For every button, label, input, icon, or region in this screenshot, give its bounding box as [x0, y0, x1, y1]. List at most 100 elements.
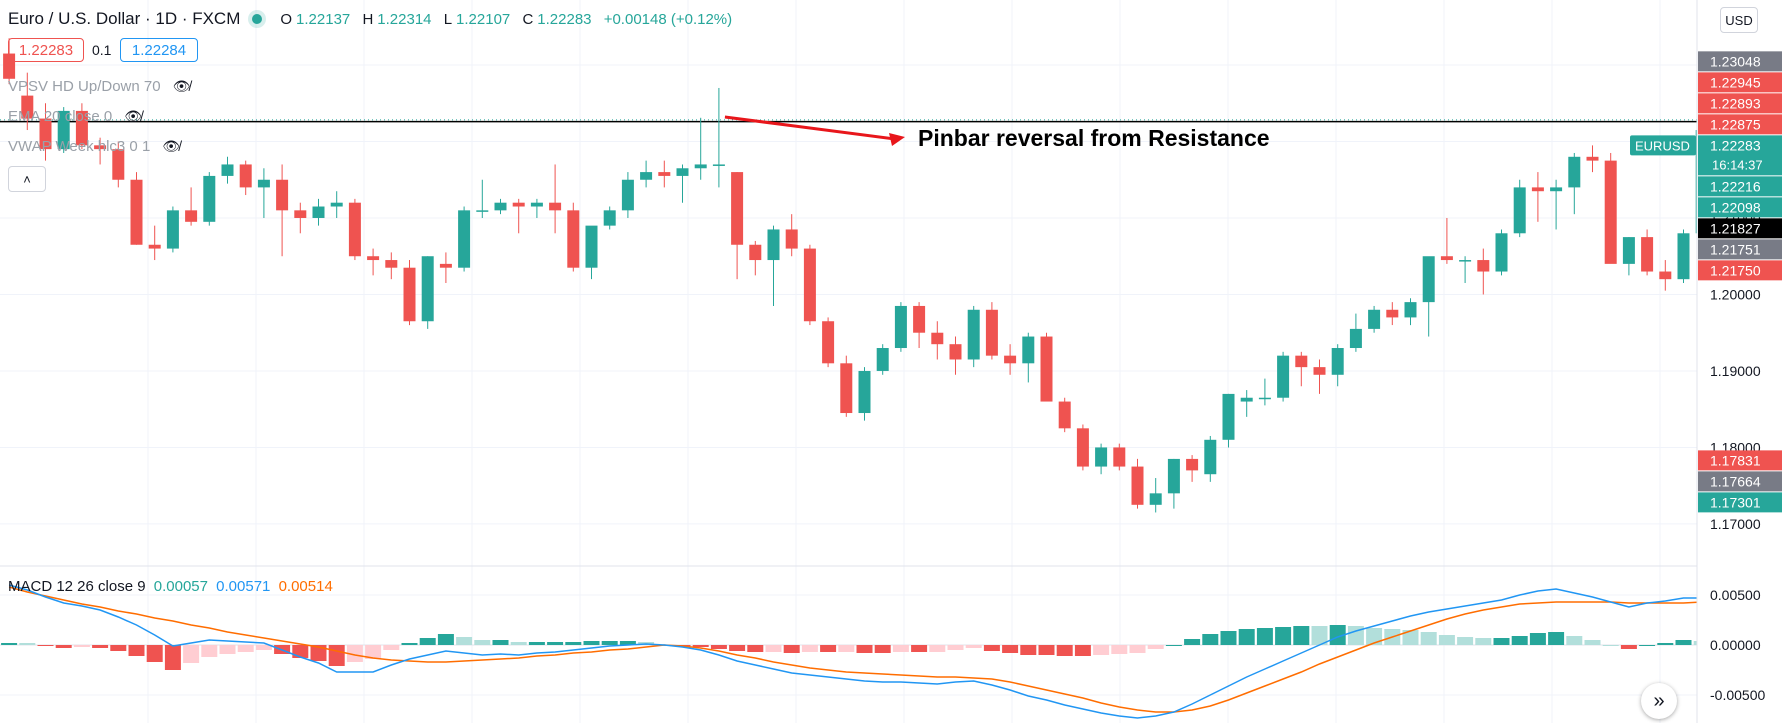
macd-histogram-bar [1093, 645, 1110, 655]
price-tick-label: 1.17000 [1710, 516, 1761, 532]
macd-histogram-bar [1165, 645, 1182, 646]
candle-body [1368, 309, 1381, 329]
macd-histogram-bar [110, 645, 127, 651]
macd-legend[interactable]: MACD 12 26 close 9 0.00057 0.00571 0.005… [8, 578, 333, 595]
candle-body [1258, 397, 1271, 400]
candle-body [39, 118, 52, 150]
macd-histogram-bar [874, 645, 891, 653]
annotation-text[interactable]: Pinbar reversal from Resistance [918, 125, 1270, 151]
candle-body [75, 110, 88, 146]
double-chevron-right-icon: » [1653, 689, 1665, 712]
candle-body [1313, 367, 1326, 375]
close-label: C [522, 10, 534, 28]
macd-histogram-bar [255, 645, 272, 650]
price-label-box [1698, 239, 1782, 260]
candle-body [166, 210, 179, 249]
candle-body [1076, 428, 1089, 467]
signal-line [8, 586, 1784, 713]
open-label: O [280, 10, 293, 28]
symbol-header: Euro / U.S. Dollar · 1D · FXCM O 1.22137 … [8, 6, 736, 32]
macd-histogram-bar [55, 645, 72, 648]
indicator-vpsv[interactable]: VPSV HD Up/Down 70 👁︎̸ [8, 78, 190, 95]
collapse-indicators-button[interactable]: ˄ [8, 166, 46, 192]
macd-histogram-bar [146, 645, 163, 662]
macd-histogram-bar [1529, 633, 1546, 645]
price-label-box [1698, 51, 1782, 72]
candle-body [603, 210, 616, 226]
indicator-vwap[interactable]: VWAP Week hlc3 0 1 👁︎̸ [8, 138, 180, 155]
candle-body [1659, 271, 1672, 280]
price-tick-label: 1.19000 [1710, 363, 1761, 379]
macd-histogram-bar [474, 640, 491, 645]
candle-body [1604, 160, 1617, 264]
macd-histogram-bar [1147, 645, 1164, 649]
candle-body [1022, 336, 1035, 364]
candle-body [421, 256, 434, 322]
price-label-text: 1.21827 [1710, 220, 1761, 236]
macd-histogram-bar [183, 645, 200, 663]
candle-body [3, 53, 16, 79]
macd-histogram-bar [1074, 645, 1091, 656]
macd-histogram-bar [128, 645, 145, 656]
macd-histogram-bar [328, 645, 345, 666]
candle-body [1477, 260, 1490, 272]
macd-signal-value: 0.00514 [278, 578, 333, 595]
macd-histogram-bar [419, 638, 436, 645]
macd-histogram-bar [710, 645, 727, 649]
candle-body [1222, 393, 1235, 440]
symbol-title[interactable]: Euro / U.S. Dollar · 1D · FXCM [8, 9, 241, 28]
macd-histogram-bar [983, 645, 1000, 651]
change-value: +0.00148 (+0.12%) [603, 10, 733, 28]
macd-histogram-bar [164, 645, 181, 670]
eye-hidden-icon[interactable]: 👁︎̸ [172, 78, 191, 94]
candle-body [112, 149, 125, 180]
eye-hidden-icon[interactable]: 👁︎̸ [124, 108, 143, 124]
indicator-ema[interactable]: EMA 20 close 0 👁︎̸ [8, 108, 142, 125]
price-label-box [1698, 450, 1782, 471]
grid [0, 0, 1697, 723]
indicator-vwap-label: VWAP Week hlc3 0 1 [8, 138, 151, 155]
macd-histogram-bar [838, 645, 855, 652]
high-value: 1.22314 [377, 10, 432, 28]
candle-body [567, 210, 580, 268]
macd-histogram-bar [1402, 630, 1419, 645]
price-label-box [1698, 197, 1782, 218]
macd-histogram-bar [1457, 637, 1474, 645]
high-label: H [362, 10, 374, 28]
macd-histogram-bar [365, 645, 382, 659]
macd-histogram-bar [565, 642, 582, 645]
candle-body [403, 267, 416, 322]
candle-body [1386, 309, 1399, 318]
macd-histogram-bar [1129, 645, 1146, 653]
price-label-box [1698, 260, 1782, 281]
spread-value: 0.1 [92, 42, 112, 58]
market-status-icon [252, 14, 263, 24]
macd-histogram-bar [583, 641, 600, 645]
candle-body [348, 202, 361, 257]
currency-button[interactable]: USD [1720, 7, 1758, 33]
candle-body [185, 210, 198, 222]
buy-price-button[interactable]: 1.22284 [120, 38, 198, 62]
macd-histogram-bar [1366, 628, 1383, 645]
macd-histogram-bar [1639, 645, 1656, 646]
candle-body [294, 210, 307, 218]
candle-body [913, 305, 926, 333]
scroll-to-realtime-button[interactable]: » [1641, 683, 1677, 719]
macd-histogram-bar [292, 645, 309, 658]
macd-histogram-bar [1584, 640, 1601, 645]
macd-histogram-bar [729, 645, 746, 651]
candle-body [239, 164, 252, 188]
candle-body [985, 309, 998, 356]
candle-body [749, 244, 762, 261]
candle-body [1240, 397, 1253, 402]
price-label-text: 1.21751 [1710, 241, 1761, 257]
eye-hidden-icon[interactable]: 👁︎̸ [162, 138, 181, 154]
macd-histogram-bar [1493, 638, 1510, 645]
candle-body [1568, 156, 1581, 188]
candle-body [640, 172, 653, 180]
macd-histogram-bar [1675, 640, 1692, 645]
macd-histogram-bar [765, 645, 782, 652]
macd-histogram-bar [401, 643, 418, 645]
sell-price-button[interactable]: 1.22283 [8, 38, 84, 62]
